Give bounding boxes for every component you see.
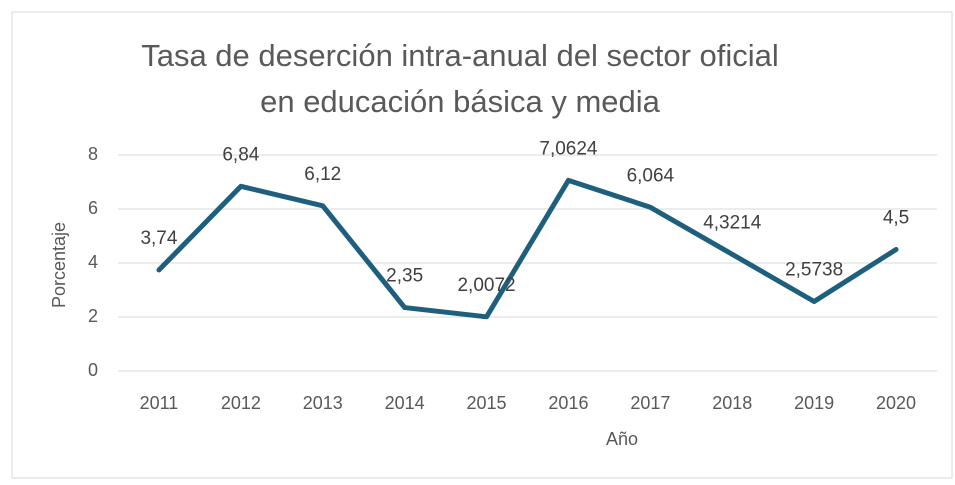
data-label: 4,3214 bbox=[703, 212, 762, 233]
x-tick-label: 2017 bbox=[630, 393, 670, 413]
y-tick-label: 6 bbox=[88, 198, 98, 218]
x-tick-label: 2013 bbox=[303, 393, 343, 413]
data-label: 7,0624 bbox=[539, 138, 598, 159]
x-tick-label: 2020 bbox=[876, 393, 916, 413]
chart-frame bbox=[11, 11, 953, 479]
y-tick-label: 8 bbox=[88, 144, 98, 164]
chart-title: Tasa de deserción intra-anual del sector… bbox=[141, 38, 779, 73]
x-tick-label: 2011 bbox=[140, 393, 179, 413]
x-tick-label: 2014 bbox=[385, 393, 425, 413]
data-label: 4,5 bbox=[883, 208, 909, 229]
data-label: 2,35 bbox=[386, 266, 423, 287]
y-tick-label: 4 bbox=[88, 252, 98, 272]
y-tick-label: 2 bbox=[88, 306, 98, 326]
data-label: 3,74 bbox=[140, 228, 177, 249]
chart-title: en educación básica y media bbox=[260, 84, 661, 119]
data-label: 6,84 bbox=[222, 144, 259, 165]
y-tick-label: 0 bbox=[88, 360, 98, 380]
data-label: 2,0072 bbox=[457, 275, 515, 296]
x-tick-label: 2016 bbox=[548, 393, 588, 413]
x-axis-title: Año bbox=[606, 429, 638, 449]
x-tick-label: 2015 bbox=[467, 393, 507, 413]
data-label: 6,064 bbox=[627, 165, 675, 186]
y-axis-title: Porcentaje bbox=[49, 222, 69, 308]
x-tick-label: 2019 bbox=[794, 393, 834, 413]
x-tick-label: 2018 bbox=[712, 393, 752, 413]
data-label: 6,12 bbox=[304, 164, 341, 185]
data-line bbox=[156, 177, 899, 320]
x-tick-label: 2012 bbox=[221, 393, 261, 413]
data-label: 2,5738 bbox=[785, 260, 843, 281]
